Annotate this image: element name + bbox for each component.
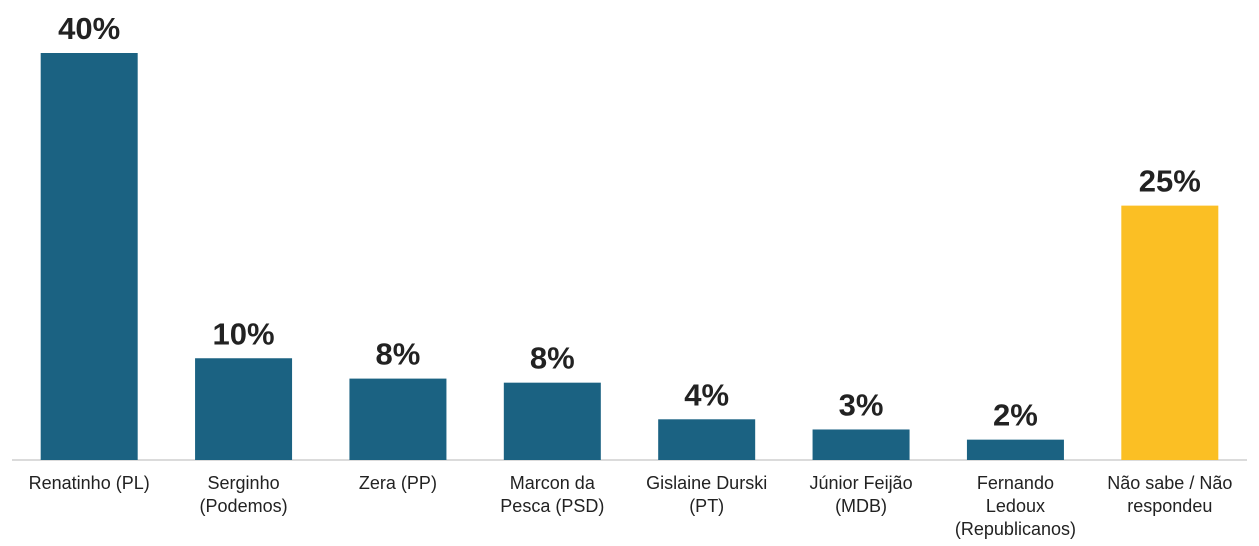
data-label: 3% [839, 387, 884, 422]
data-label: 25% [1139, 164, 1201, 199]
data-label: 2% [993, 398, 1038, 433]
x-tick-label: Gislaine Durski (PT) [646, 473, 768, 516]
bar [40, 53, 138, 460]
bar [1121, 205, 1219, 460]
x-tick-label: Zera (PP) [358, 473, 437, 493]
data-label: 10% [213, 316, 275, 351]
bar [503, 382, 601, 460]
data-label: 40% [58, 11, 120, 46]
bar [812, 429, 910, 460]
data-label: 8% [376, 337, 421, 372]
x-tick-label: Júnior Feijão (MDB) [809, 473, 913, 516]
bar [966, 439, 1064, 460]
data-label: 8% [530, 341, 575, 376]
x-tick-label: Serginho (Podemos) [199, 473, 288, 516]
x-tick-label: Renatinho (PL) [28, 473, 150, 493]
bar [195, 358, 293, 460]
bar [658, 419, 756, 460]
bar [349, 378, 447, 460]
data-label: 4% [684, 377, 729, 412]
x-tick-label: Não sabe / Não respondeu [1107, 473, 1233, 516]
x-tick-label: Marcon da Pesca (PSD) [500, 473, 605, 516]
x-tick-label: Fernando Ledoux (Republicanos) [954, 473, 1076, 539]
